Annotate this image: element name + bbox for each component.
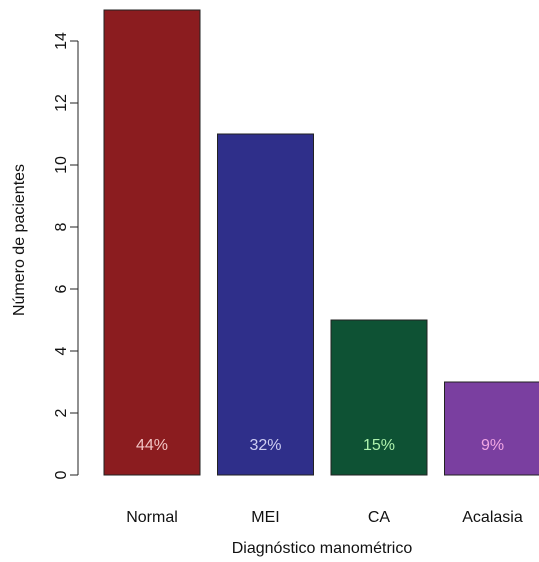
y-tick-label: 12 (53, 94, 70, 112)
x-tick-label: MEI (251, 509, 279, 526)
y-tick-label: 6 (53, 284, 70, 293)
bar (330, 319, 428, 476)
bar (217, 133, 314, 476)
percent-label: 9% (481, 437, 504, 454)
y-tick-label: 0 (53, 470, 70, 479)
x-tick-label: Acalasia (462, 509, 523, 526)
y-tick-label: 2 (53, 408, 70, 417)
percent-label: 44% (136, 437, 168, 454)
percent-label: 15% (363, 437, 395, 454)
y-axis-label: Número de pacientes (11, 164, 28, 316)
y-tick-label: 10 (53, 156, 70, 174)
x-tick-label: CA (368, 509, 391, 526)
bar (103, 9, 201, 476)
y-tick-label: 8 (53, 222, 70, 231)
y-tick-label: 4 (53, 346, 70, 355)
y-tick-label: 14 (53, 32, 70, 50)
x-tick-label: Normal (126, 509, 178, 526)
bar (444, 381, 539, 476)
x-axis-label: Diagnóstico manométrico (232, 540, 413, 557)
percent-label: 32% (249, 437, 281, 454)
